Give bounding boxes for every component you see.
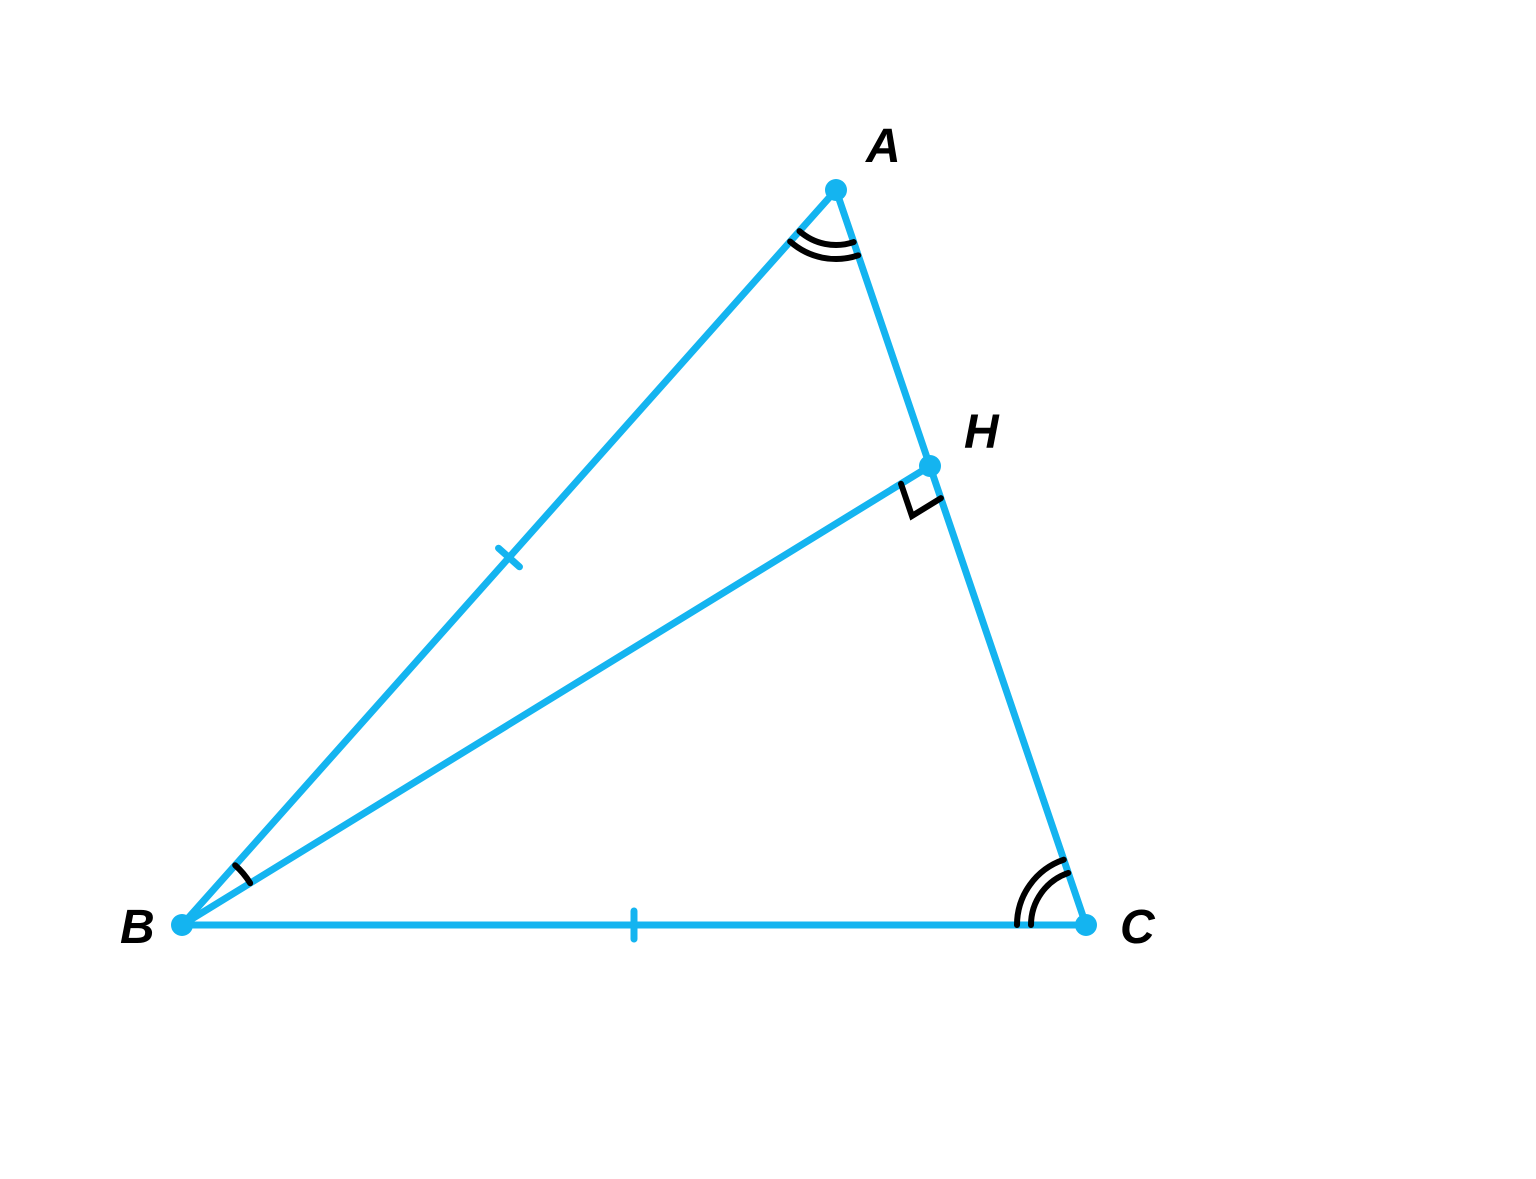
label-A: A bbox=[865, 120, 901, 173]
geometry-diagram: A B C H bbox=[0, 0, 1536, 1179]
point-A bbox=[825, 179, 847, 201]
label-H: H bbox=[964, 406, 1000, 459]
label-C: C bbox=[1120, 901, 1156, 954]
label-B: B bbox=[120, 901, 155, 954]
point-C bbox=[1075, 914, 1097, 936]
diagram-background bbox=[0, 0, 1536, 1179]
point-H bbox=[919, 455, 941, 477]
point-B bbox=[171, 914, 193, 936]
